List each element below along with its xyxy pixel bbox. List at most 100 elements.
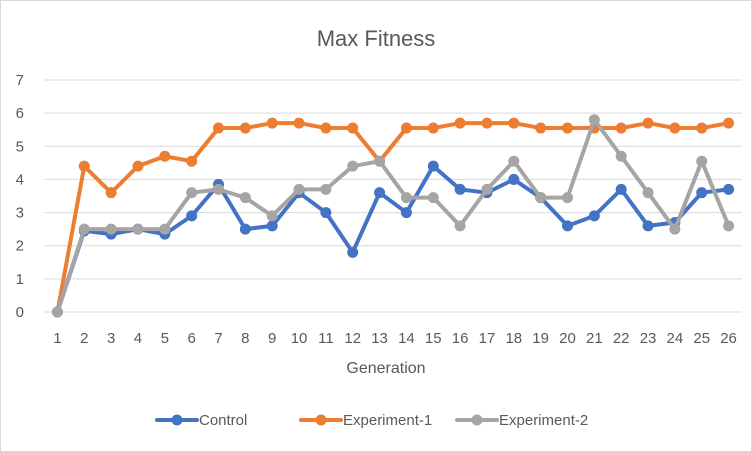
x-tick-label: 7 [214, 330, 222, 347]
x-tick-label: 3 [107, 330, 115, 347]
x-tick-label: 10 [291, 330, 308, 347]
data-point [266, 117, 278, 129]
series-experiment-1 [51, 117, 735, 318]
y-tick-label: 2 [16, 238, 24, 255]
data-point [454, 117, 466, 129]
data-point [293, 117, 305, 129]
legend-item: Experiment-2 [455, 412, 588, 429]
x-tick-label: 26 [720, 330, 737, 347]
data-point [186, 155, 198, 167]
data-point [696, 187, 708, 199]
data-point [588, 114, 600, 126]
data-point [239, 122, 251, 134]
legend: Control Experiment-1 Experiment-2 [155, 412, 588, 429]
y-tick-label: 6 [16, 105, 24, 122]
data-point [374, 155, 386, 167]
x-tick-label: 19 [532, 330, 549, 347]
data-point [266, 220, 278, 232]
data-point [347, 122, 359, 134]
legend-label: Experiment-2 [499, 412, 588, 429]
x-tick-label: 4 [134, 330, 142, 347]
data-point [642, 117, 654, 129]
data-point [105, 223, 117, 235]
y-tick-label: 4 [16, 171, 24, 188]
data-point [535, 192, 547, 204]
x-tick-label: 6 [187, 330, 195, 347]
y-tick-label: 0 [16, 304, 24, 321]
data-point [723, 183, 735, 195]
data-point [132, 160, 144, 172]
data-point [320, 183, 332, 195]
data-point [78, 223, 90, 235]
legend-label: Experiment-1 [343, 412, 432, 429]
data-point [347, 160, 359, 172]
data-point [615, 150, 627, 162]
data-point [562, 220, 573, 232]
legend-item: Control [155, 412, 247, 429]
data-point [723, 220, 735, 232]
data-point [454, 183, 466, 195]
data-point [78, 160, 90, 172]
series-line [55, 164, 731, 314]
series-line [55, 117, 731, 314]
y-tick-label: 7 [16, 72, 24, 89]
chart-title: Max Fitness [317, 26, 436, 51]
data-point [400, 122, 412, 134]
x-tick-label: 23 [640, 330, 657, 347]
data-point [508, 117, 520, 129]
x-tick-label: 14 [398, 330, 415, 347]
data-point [239, 223, 251, 235]
legend-label: Control [199, 412, 247, 429]
series-lines [51, 114, 735, 318]
data-point [508, 173, 520, 185]
data-point [427, 192, 439, 204]
series-line [55, 121, 731, 314]
data-point [615, 122, 627, 134]
data-point [105, 187, 117, 199]
x-tick-label: 8 [241, 330, 249, 347]
data-point [213, 183, 224, 195]
data-point [454, 220, 466, 232]
data-point [159, 223, 171, 235]
data-point [562, 192, 573, 204]
data-point [266, 210, 278, 222]
data-point [293, 183, 305, 195]
x-tick-label: 12 [344, 330, 361, 347]
data-point [400, 207, 412, 219]
data-point [213, 122, 224, 134]
x-tick-label: 13 [371, 330, 388, 347]
data-point [132, 223, 144, 235]
x-tick-label: 18 [505, 330, 522, 347]
data-point [669, 223, 681, 235]
data-point [696, 122, 708, 134]
data-point [186, 210, 198, 222]
data-point [642, 220, 654, 232]
x-axis-title: Generation [346, 360, 425, 377]
data-point [159, 150, 171, 162]
x-tick-label: 9 [268, 330, 276, 347]
legend-marker [171, 414, 183, 426]
data-point [615, 183, 627, 195]
data-point [508, 155, 520, 167]
data-point [696, 155, 708, 167]
data-point [186, 187, 198, 199]
y-tick-label: 1 [16, 271, 24, 288]
x-tick-label: 24 [667, 330, 684, 347]
data-point [723, 117, 735, 129]
x-tick-label: 21 [586, 330, 603, 347]
data-point [374, 187, 386, 199]
data-point [347, 246, 359, 258]
series-experiment-2 [51, 114, 735, 318]
data-point [481, 183, 493, 195]
data-point [588, 210, 600, 222]
x-tick-label: 25 [693, 330, 710, 347]
x-tick-label: 1 [53, 330, 61, 347]
x-tick-label: 20 [559, 330, 576, 347]
data-point [562, 122, 573, 134]
legend-marker [315, 414, 327, 426]
data-point [320, 207, 332, 219]
x-tick-label: 16 [452, 330, 469, 347]
series-control [51, 160, 735, 318]
